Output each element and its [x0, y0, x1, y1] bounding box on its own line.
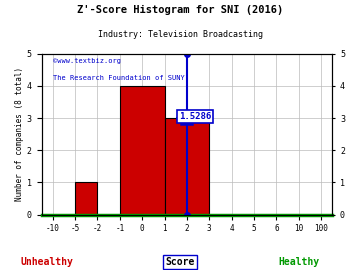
Bar [165, 118, 209, 215]
Bar [120, 86, 165, 215]
Y-axis label: Number of companies (8 total): Number of companies (8 total) [15, 67, 24, 201]
Text: Industry: Television Broadcasting: Industry: Television Broadcasting [98, 30, 262, 39]
Text: The Research Foundation of SUNY: The Research Foundation of SUNY [53, 75, 184, 80]
Text: Score: Score [165, 257, 195, 267]
Text: Unhealthy: Unhealthy [21, 257, 73, 267]
Text: Z'-Score Histogram for SNI (2016): Z'-Score Histogram for SNI (2016) [77, 5, 283, 15]
Bar [75, 183, 98, 215]
Text: 1.5286: 1.5286 [179, 112, 211, 121]
Text: Healthy: Healthy [278, 257, 319, 267]
Text: ©www.textbiz.org: ©www.textbiz.org [53, 58, 121, 65]
